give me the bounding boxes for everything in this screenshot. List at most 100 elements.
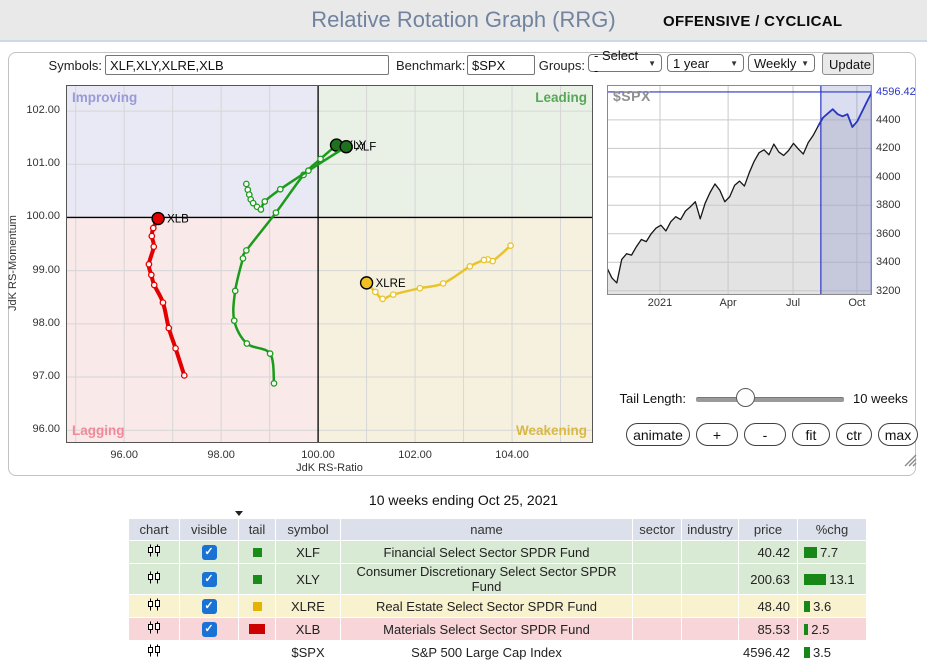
resize-handle-icon[interactable] [901,451,918,468]
frequency-select-value: Weekly [754,55,797,71]
sort-indicator-icon[interactable] [235,511,243,516]
groups-select[interactable]: - Select - ▼ [588,48,662,78]
pct-change-value: 3.6 [813,598,832,614]
tail-cell [238,640,276,664]
column-header-symbol[interactable]: symbol [275,518,341,541]
rrg-chart[interactable]: Improving Leading Lagging Weakening XLB XLRE X… [66,85,593,443]
fit-button[interactable]: fit [792,423,830,446]
column-header-pctchg[interactable]: %chg [797,518,867,541]
tail-color-swatch[interactable] [249,624,265,634]
benchmark-x-tick-label: Apr [719,297,737,309]
candlestick-chart-icon [148,544,160,557]
candlestick-chart-icon [148,621,160,634]
benchmark-x-tick-label: Oct [848,297,866,309]
symbols-table-holder: chart visible tail symbol name sector industry… [128,518,867,664]
pct-change-value: 2.5 [811,621,830,637]
chevron-down-icon: ▼ [648,58,656,68]
pct-change-value: 13.1 [829,571,855,587]
pct-change-cell: 2.5 [797,617,867,641]
benchmark-y-tick-label: 3800 [876,199,901,212]
groups-label: Groups: [538,58,585,73]
benchmark-chart[interactable] [607,85,872,295]
frequency-select[interactable]: Weekly ▼ [748,54,815,72]
column-header-chart[interactable]: chart [128,518,180,541]
chevron-down-icon: ▼ [801,58,809,68]
chart-icon-cell[interactable] [128,540,180,564]
visible-cell[interactable]: ✓ [179,617,239,641]
tail-cell [238,594,276,618]
column-header-price[interactable]: price [738,518,798,541]
max-button[interactable]: max [878,423,918,446]
chart-icon-cell[interactable] [128,617,180,641]
symbol-cell: XLF [275,540,341,564]
pct-change-bar [804,623,809,635]
sector-cell [632,563,682,595]
update-button[interactable]: Update [822,53,874,75]
zoom-out-button[interactable]: - [744,423,786,446]
benchmark-x-tick-label: Jul [785,297,801,309]
tail-color-swatch[interactable] [252,574,262,584]
pct-change-bar [804,600,811,612]
animate-button[interactable]: animate [626,423,690,446]
x-tick-label: 102.00 [398,449,432,461]
benchmark-y-tick-label: 3600 [876,227,901,240]
chart-icon-cell[interactable] [128,563,180,595]
series-label-XLF: XLF [355,142,376,154]
column-header-visible[interactable]: visible [179,518,239,541]
x-tick-label: 96.00 [110,449,138,461]
series-label-XLRE: XLRE [376,278,406,290]
zoom-in-button[interactable]: + [696,423,738,446]
column-header-name[interactable]: name [340,518,633,541]
symbol-cell: XLB [275,617,341,641]
chart-icon-cell[interactable] [128,594,180,618]
quadrant-label-leading: Leading [535,90,587,105]
visible-cell[interactable]: ✓ [179,540,239,564]
visible-checkbox[interactable]: ✓ [201,544,217,560]
column-header-tail[interactable]: tail [238,518,276,541]
benchmark-y-tick-label: 3400 [876,256,901,269]
visible-checkbox[interactable]: ✓ [201,571,217,587]
period-select[interactable]: 1 year ▼ [667,54,744,72]
industry-cell [681,540,739,564]
rrg-x-axis-label: JdK RS-Ratio [296,462,363,474]
pct-change-cell: 3.6 [797,594,867,618]
visible-checkbox[interactable]: ✓ [201,621,217,637]
chart-icon-cell[interactable] [128,640,180,664]
tail-length-slider-track[interactable] [696,397,844,402]
table-row-SPX: $SPX S&P 500 Large Cap Index 4596.42 3.5 [128,640,867,664]
visible-cell[interactable]: ✓ [179,563,239,595]
column-header-sector[interactable]: sector [632,518,682,541]
y-tick-label: 97.00 [32,370,60,383]
visible-cell[interactable]: ✓ [179,594,239,618]
table-row-XLF: ✓ XLF Financial Select Sector SPDR Fund 40.… [128,540,867,564]
pct-change-value: 3.5 [812,644,832,660]
benchmark-x-tick-label: 2021 [647,297,673,309]
pct-change-cell: 13.1 [797,563,867,595]
series-marker-XLRE[interactable] [359,276,374,290]
name-cell: Real Estate Select Sector SPDR Fund [340,594,633,618]
visible-checkbox[interactable]: ✓ [201,598,217,614]
price-cell: 48.40 [738,594,798,618]
header-divider [0,40,927,42]
symbol-cell: $SPX [275,640,341,664]
name-cell: Financial Select Sector SPDR Fund [340,540,633,564]
pct-change-cell: 3.5 [797,640,867,664]
price-cell: 40.42 [738,540,798,564]
industry-cell [681,617,739,641]
period-select-value: 1 year [673,55,710,71]
price-cell: 85.53 [738,617,798,641]
tail-color-swatch[interactable] [252,547,262,557]
tail-color-swatch[interactable] [252,601,262,611]
quadrant-label-lagging: Lagging [72,423,125,438]
candlestick-chart-icon [148,571,160,584]
center-button[interactable]: ctr [836,423,872,446]
visible-cell [179,640,239,664]
benchmark-input[interactable] [467,55,535,75]
column-header-industry[interactable]: industry [681,518,739,541]
symbols-input[interactable] [105,55,389,75]
series-marker-XLB[interactable] [151,211,165,226]
tail-length-label: Tail Length: [619,391,687,406]
tail-length-slider-handle[interactable] [735,388,755,407]
table-caption: 10 weeks ending Oct 25, 2021 [368,492,559,508]
series-marker-XLF[interactable] [339,140,353,154]
